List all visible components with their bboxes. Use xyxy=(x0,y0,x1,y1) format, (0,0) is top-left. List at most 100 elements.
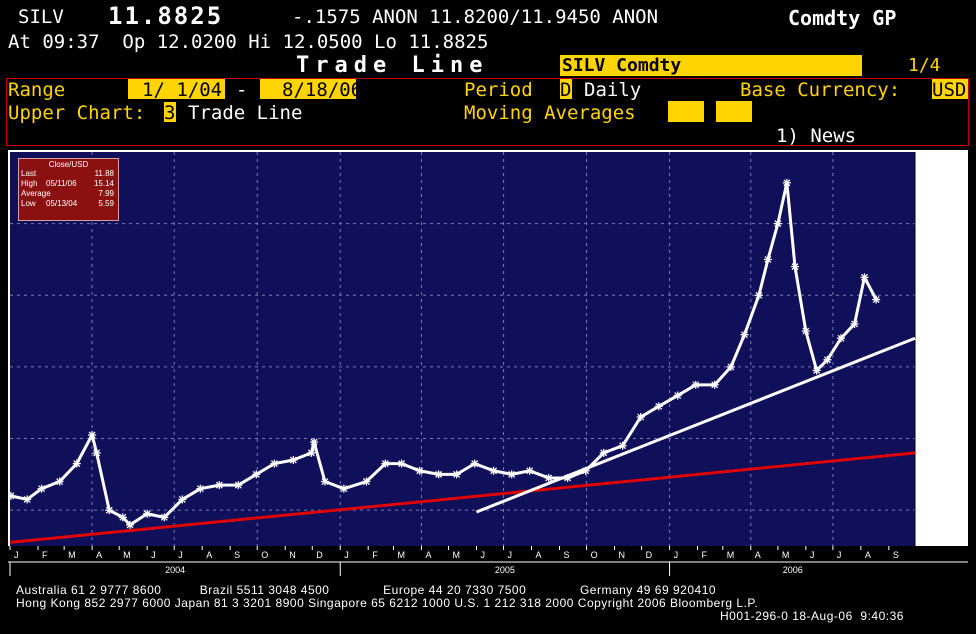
year-axis-strip xyxy=(8,562,968,576)
price-point xyxy=(563,473,572,482)
month-tick-label: A xyxy=(865,550,871,560)
price-point xyxy=(654,402,663,411)
legend-row: Last 11.88 xyxy=(19,169,118,179)
price-point xyxy=(118,513,127,522)
price-point xyxy=(452,470,461,479)
y-tick-label: 8.00 xyxy=(921,435,941,446)
price-point xyxy=(489,466,498,475)
month-tick-label: J xyxy=(151,550,156,560)
price-point xyxy=(860,273,869,282)
price-point xyxy=(310,438,319,447)
month-tick-label: J xyxy=(14,550,19,560)
legend-row-value: 11.88 xyxy=(94,169,114,178)
moving-average-1-field[interactable] xyxy=(668,101,704,122)
month-tick-label: M xyxy=(782,550,790,560)
legend-row: Low 05/13/04 5.59 xyxy=(19,199,118,209)
legend-row-date: 05/13/04 xyxy=(46,199,78,208)
y-tick-label: 10.00 xyxy=(921,363,946,374)
range-dash: - xyxy=(236,79,248,101)
security-field[interactable]: SILV Comdty xyxy=(560,55,862,76)
y-tick-label: 6.00 xyxy=(921,506,941,517)
price-point xyxy=(525,466,534,475)
price-point xyxy=(763,255,772,264)
upper-chart-code-field[interactable]: 3 xyxy=(164,102,176,124)
price-point xyxy=(289,456,298,465)
price-point xyxy=(234,481,243,490)
month-tick-label: F xyxy=(702,550,708,560)
moving-averages-label: Moving Averages xyxy=(464,102,636,124)
price-point xyxy=(126,520,135,529)
month-tick-label: J xyxy=(674,550,679,560)
price-point xyxy=(6,491,15,500)
period-code-field[interactable]: D xyxy=(560,79,572,101)
footer-contacts-1: Australia 61 2 9777 8600 Brazil 5511 304… xyxy=(16,583,717,597)
plot-background xyxy=(10,152,915,546)
ticker: SILV xyxy=(18,6,64,28)
price-point xyxy=(618,441,627,450)
price-point xyxy=(801,327,810,336)
legend-row-value: 15.14 xyxy=(93,179,114,188)
price-point xyxy=(160,513,169,522)
session-stats: At 09:37 Op 12.0200 Hi 12.0500 Lo 11.882… xyxy=(8,31,489,53)
price-point xyxy=(823,355,832,364)
support-trendline xyxy=(9,451,916,544)
controls-panel xyxy=(6,78,969,146)
month-tick-label: A xyxy=(536,550,542,560)
month-tick-label: S xyxy=(234,550,240,560)
price-point xyxy=(37,484,46,493)
price-point xyxy=(143,509,152,518)
price-point xyxy=(673,391,682,400)
legend-row-label: Average xyxy=(21,189,51,198)
month-tick-label: M xyxy=(123,550,130,560)
range-start-field[interactable]: 1/ 1/04 xyxy=(128,79,225,101)
price-point xyxy=(215,481,224,490)
price-point xyxy=(599,448,608,457)
price-point xyxy=(507,470,516,479)
upper-chart-label: Upper Chart: xyxy=(8,102,146,124)
legend-row-label: Low xyxy=(21,199,36,208)
price-point xyxy=(790,262,799,271)
range-end-field[interactable]: 8/18/06 xyxy=(260,79,362,101)
price-point xyxy=(196,484,205,493)
month-tick-label: A xyxy=(425,550,431,560)
price-point xyxy=(581,466,590,475)
price-point xyxy=(307,448,316,457)
month-tick-label: O xyxy=(261,550,268,560)
upper-chart-text: Trade Line xyxy=(188,102,303,124)
page-indicator: 1/4 xyxy=(908,55,941,76)
month-tick-label: A xyxy=(96,550,102,560)
change-bid-ask: -.1575 ANON 11.8200/11.9450 ANON xyxy=(292,6,659,28)
year-label: 2005 xyxy=(495,565,515,575)
month-tick-label: S xyxy=(893,550,899,560)
legend-row: High 05/11/06 15.14 xyxy=(19,179,118,189)
last-price: 11.8825 xyxy=(108,2,224,30)
legend-row-value: 7.99 xyxy=(98,189,114,198)
price-point xyxy=(773,219,782,228)
month-tick-label: M xyxy=(727,550,735,560)
price-point xyxy=(397,459,406,468)
month-tick-label: J xyxy=(508,550,512,560)
legend-row-value: 5.59 xyxy=(98,199,114,208)
legend-row-date: 05/11/06 xyxy=(46,179,77,188)
price-point xyxy=(754,291,763,300)
price-point xyxy=(740,330,749,339)
price-point xyxy=(850,319,859,328)
price-point xyxy=(544,473,553,482)
price-point xyxy=(270,459,279,468)
month-tick-label: M xyxy=(453,550,461,560)
period-label: Period xyxy=(464,79,533,101)
price-point xyxy=(726,362,735,371)
price-point xyxy=(320,477,329,486)
footer-timestamp: H001-296-0 18-Aug-06 9:40:36 xyxy=(720,609,904,623)
price-point xyxy=(88,430,97,439)
month-tick-label: J xyxy=(480,550,485,560)
period-text: Daily xyxy=(584,79,642,101)
currency-field[interactable]: USD xyxy=(932,79,968,101)
moving-average-2-field[interactable] xyxy=(716,101,752,122)
price-point xyxy=(55,477,64,486)
price-point xyxy=(415,466,424,475)
price-point xyxy=(710,380,719,389)
month-tick-label: D xyxy=(316,550,323,560)
month-tick-label: O xyxy=(591,550,598,560)
news-link[interactable]: 1) News xyxy=(776,125,857,147)
